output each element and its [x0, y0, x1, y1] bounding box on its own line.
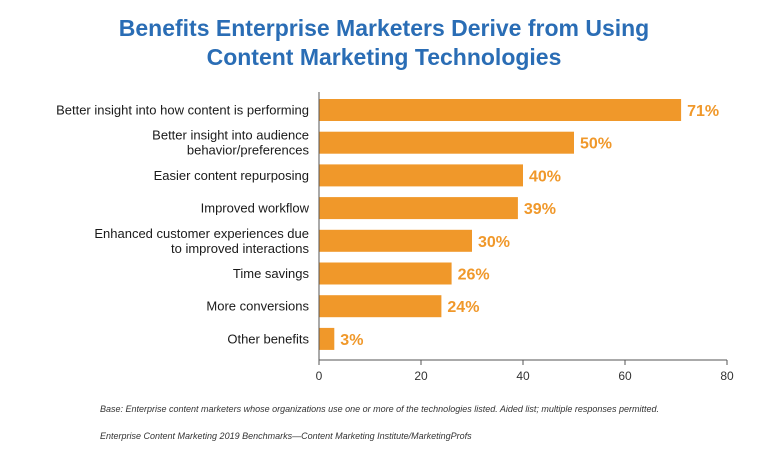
- category-label-2: Easier content repurposing: [154, 168, 309, 183]
- value-label-7: 3%: [340, 332, 363, 349]
- chart-title-line-2: Content Marketing Technologies: [206, 44, 562, 70]
- category-label-1-line-0: Better insight into audience: [152, 128, 309, 143]
- value-label-6: 24%: [447, 299, 479, 316]
- category-label-3: Improved workflow: [201, 201, 310, 216]
- value-label-2: 40%: [529, 168, 561, 185]
- category-label-4-line-1: to improved interactions: [171, 241, 310, 256]
- x-tick-label-0: 0: [316, 369, 323, 383]
- x-tick-label-4: 80: [720, 369, 734, 383]
- chart-title-line-1: Benefits Enterprise Marketers Derive fro…: [118, 15, 650, 41]
- value-label-3: 39%: [524, 201, 556, 218]
- category-label-0: Better insight into how content is perfo…: [56, 103, 309, 118]
- bar-5: [319, 262, 452, 285]
- category-label-7: Other benefits: [227, 331, 309, 346]
- bar-6: [319, 295, 442, 318]
- bar-2: [319, 164, 523, 187]
- value-label-4: 30%: [478, 234, 510, 251]
- bar-3: [319, 197, 518, 220]
- value-label-1: 50%: [580, 136, 612, 153]
- x-tick-label-3: 60: [618, 369, 632, 383]
- bar-7: [319, 327, 335, 350]
- chart-title: Benefits Enterprise Marketers Derive fro…: [0, 14, 768, 72]
- footnote-base: Base: Enterprise content marketers whose…: [100, 404, 659, 414]
- category-label-1-line-1: behavior/preferences: [187, 143, 310, 158]
- category-label-4-line-0: Enhanced customer experiences due: [94, 226, 309, 241]
- x-tick-label-2: 40: [516, 369, 530, 383]
- footnote-source: Enterprise Content Marketing 2019 Benchm…: [100, 431, 472, 441]
- bar-1: [319, 131, 574, 154]
- bar-0: [319, 99, 682, 121]
- category-label-6: More conversions: [206, 299, 309, 314]
- category-label-5: Time savings: [233, 266, 310, 281]
- value-label-0: 71%: [687, 103, 719, 120]
- bar-4: [319, 229, 472, 252]
- x-tick-label-1: 20: [414, 369, 428, 383]
- value-label-5: 26%: [458, 267, 490, 284]
